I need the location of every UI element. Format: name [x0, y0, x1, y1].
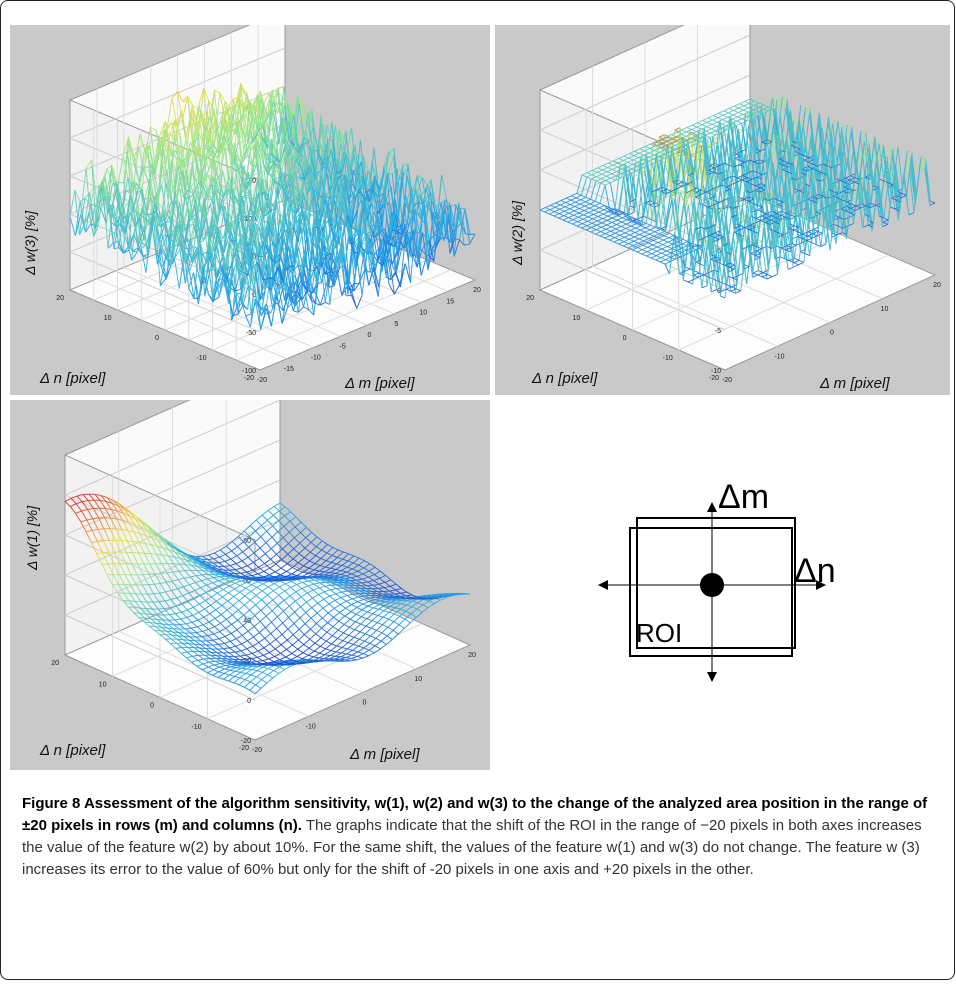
z-tick-label: -20	[241, 738, 251, 745]
roi-label: ROI	[636, 618, 683, 648]
plot-w3-z-label: Δ w(3) [%]	[22, 210, 38, 275]
box-grid	[63, 400, 472, 741]
n-tick-label: 20	[51, 660, 59, 667]
plot-w2-m-label: Δ m [pixel]	[820, 375, 890, 392]
roi-shift-diagram: Δm Δn ROI	[592, 470, 852, 700]
plot-w1-m-label: Δ m [pixel]	[350, 746, 420, 763]
m-tick-label: 0	[363, 700, 367, 707]
m-tick-label: 20	[933, 282, 941, 289]
n-tick-label: -10	[663, 355, 673, 362]
roi-diagram-graphic	[598, 502, 826, 682]
z-tick-label: 20	[243, 658, 251, 665]
n-tick-label: 10	[104, 315, 112, 322]
mesh-surface	[69, 82, 476, 330]
m-tick-label: 10	[881, 306, 889, 313]
z-tick-label: 5	[717, 248, 721, 255]
n-tick-label: -10	[196, 355, 206, 362]
m-tick-label: -10	[306, 723, 316, 730]
n-tick-label: 20	[526, 295, 534, 302]
delta-m-label: Δm	[718, 478, 770, 516]
caption-title: Figure 8 Assessment of the algorithm sen…	[22, 795, 928, 834]
n-tick-label: -20	[709, 375, 719, 382]
plot-w1-n-label: Δ n [pixel]	[40, 742, 106, 759]
plot-w1-surface: 80 60 40 20 0 -20 20 10 0 -10 -20 -20 -10 0 10 20	[51, 400, 476, 754]
m-tick-label: 15	[446, 298, 454, 305]
z-tick-label: 15	[713, 168, 721, 175]
plot-w2-n-label: Δ n [pixel]	[532, 370, 598, 387]
n-tick-label: 10	[99, 681, 107, 688]
n-tick-label: -20	[239, 745, 249, 752]
z-tick-label: 40	[243, 618, 251, 625]
plot-w2-z-label: Δ w(2) [%]	[509, 200, 525, 265]
plot-w1-panel: 80 60 40 20 0 -20 20 10 0 -10 -20 -20 -10 0 10 20 Δ w(1…	[10, 400, 490, 770]
z-tick-label: 0	[247, 698, 251, 705]
plot-w1-z-label: Δ w(1) [%]	[24, 505, 40, 570]
m-tick-label: 0	[368, 332, 372, 339]
n-tick-label: 10	[572, 315, 580, 322]
plot-w3-surface: 150100500-50-10020100-10-20-20-15-10-505…	[56, 25, 481, 384]
m-tick-label: 0	[830, 330, 834, 337]
z-tick-label: -10	[711, 368, 721, 375]
mesh-surface	[539, 96, 936, 299]
m-tick-label: 10	[419, 310, 427, 317]
m-tick-label: 20	[473, 287, 481, 294]
m-tick-label: -20	[722, 377, 732, 384]
n-tick-label: 0	[623, 335, 627, 342]
plot-w3-panel: 150100500-50-10020100-10-20-20-15-10-505…	[10, 25, 490, 395]
n-tick-label: 20	[56, 295, 64, 302]
mesh-surface	[64, 493, 471, 695]
m-tick-label: -20	[252, 747, 262, 754]
figure-caption: Figure 8 Assessment of the algorithm sen…	[22, 793, 937, 881]
roi-rectangle-shifted	[636, 517, 796, 649]
z-tick-label: -100	[242, 368, 256, 375]
z-tick-label: 100	[244, 216, 256, 223]
z-tick-label: -5	[715, 328, 721, 335]
m-tick-label: 20	[468, 652, 476, 659]
m-tick-label: -15	[284, 366, 294, 373]
z-tick-label: 0	[252, 292, 256, 299]
n-tick-label: -10	[191, 724, 201, 731]
m-tick-label: -10	[774, 353, 784, 360]
m-tick-label: 5	[394, 321, 398, 328]
n-tick-label: 0	[150, 703, 154, 710]
m-tick-label: -20	[257, 377, 267, 384]
m-tick-label: -10	[311, 355, 321, 362]
z-tick-label: 80	[243, 538, 251, 545]
plot-w3-m-label: Δ m [pixel]	[345, 375, 415, 392]
z-tick-label: -50	[246, 330, 256, 337]
plot-w3-n-label: Δ n [pixel]	[40, 370, 106, 387]
m-tick-label: -5	[340, 343, 346, 350]
n-tick-label: -20	[244, 375, 254, 382]
caption-text: The graphs indicate that the shift of th…	[22, 817, 922, 878]
z-tick-label: 0	[717, 288, 721, 295]
n-tick-label: 0	[155, 335, 159, 342]
m-tick-label: 10	[414, 676, 422, 683]
z-tick-label: 60	[243, 578, 251, 585]
delta-n-label: Δn	[794, 552, 836, 590]
roi-rectangle	[629, 527, 793, 657]
roi-center-dot	[700, 573, 724, 597]
